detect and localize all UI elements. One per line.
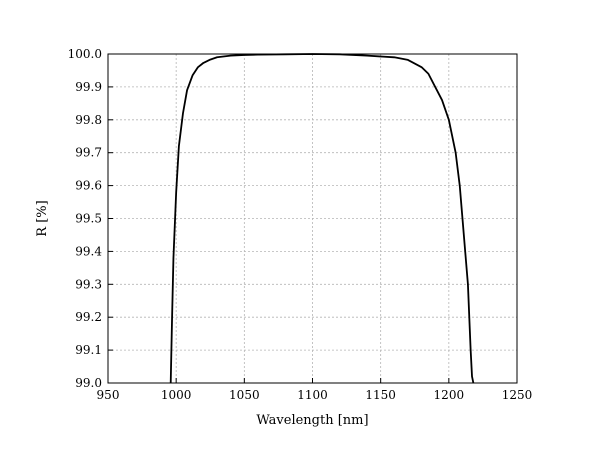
y-tick-label: 100.0 <box>68 47 102 61</box>
y-tick-label: 99.5 <box>75 212 102 226</box>
y-tick-label: 99.8 <box>75 113 102 127</box>
y-axis-label: R [%] <box>35 200 50 236</box>
plot-frame <box>107 53 518 384</box>
tick-labels: 950 1000 1050 1100 1150 1200 1250 99.0 99.1 99.2 9… <box>68 47 533 402</box>
y-tick-label: 99.7 <box>75 146 102 160</box>
y-tick-label: 99.2 <box>75 310 102 324</box>
x-tick-label: 1200 <box>434 388 465 402</box>
grid <box>108 54 517 383</box>
y-tick-label: 99.0 <box>75 376 102 390</box>
x-tick-label: 1250 <box>502 388 533 402</box>
x-axis-label: Wavelength [nm] <box>256 413 368 428</box>
x-tick-label: 1150 <box>365 388 396 402</box>
y-tick-label: 99.9 <box>75 80 102 94</box>
y-tick-label: 99.1 <box>75 343 102 357</box>
y-tick-label: 99.6 <box>75 179 102 193</box>
x-tick-label: 1050 <box>229 388 260 402</box>
x-tick-label: 1100 <box>297 388 328 402</box>
y-tick-label: 99.3 <box>75 277 102 291</box>
x-tick-label: 950 <box>97 388 120 402</box>
x-tick-label: 1000 <box>161 388 192 402</box>
y-tick-label: 99.4 <box>75 244 102 258</box>
